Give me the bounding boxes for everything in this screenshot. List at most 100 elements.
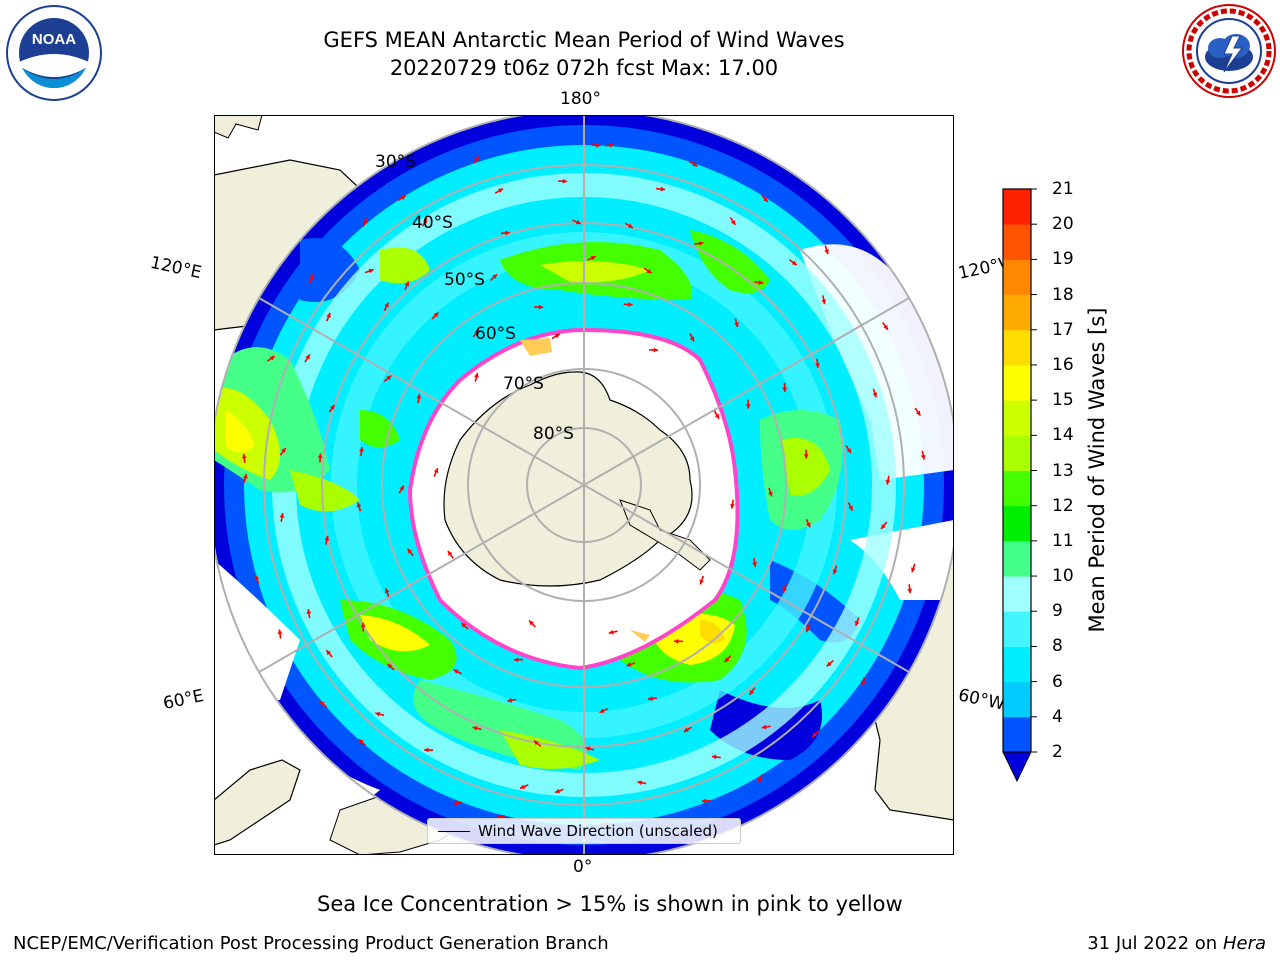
wave-direction-arrow — [533, 739, 542, 748]
wave-direction-arrow — [364, 268, 374, 274]
wave-direction-arrow — [416, 393, 422, 404]
wave-direction-arrow — [826, 659, 835, 667]
noaa-logo-text: NOAA — [32, 31, 76, 48]
colorbar-cell — [1003, 470, 1031, 507]
wave-direction-arrow — [782, 382, 788, 392]
wave-direction-arrow — [832, 565, 838, 575]
wave-direction-arrow — [689, 161, 698, 167]
lon-label-120e: 120°E — [148, 252, 204, 284]
wave-direction-arrow — [591, 142, 601, 148]
wave-direction-arrow — [920, 450, 926, 460]
wave-direction-arrow — [474, 372, 479, 382]
wave-direction-arrow — [713, 410, 720, 420]
wave-direction-arrow — [757, 774, 764, 783]
lon-label-60e: 60°E — [161, 685, 206, 715]
wave-direction-arrow — [815, 358, 820, 368]
colorbar-cell — [1003, 716, 1031, 753]
colorbar-cell — [1003, 364, 1031, 401]
wave-direction-arrow — [811, 730, 820, 738]
wave-direction-arrow — [881, 321, 889, 331]
wave-direction-arrow — [383, 375, 392, 382]
wave-direction-arrow — [914, 407, 922, 416]
wave-direction-arrow — [643, 267, 653, 274]
wave-direction-arrow — [489, 273, 498, 281]
wave-direction-arrow — [872, 388, 878, 398]
colorbar-tick-label: 21 — [1052, 179, 1074, 199]
wave-direction-arrow — [626, 662, 636, 667]
lat-label-60s: 60°S — [475, 324, 516, 344]
wave-direction-arrow — [845, 445, 852, 454]
wave-direction-arrow — [404, 281, 410, 290]
wave-direction-arrow — [761, 724, 771, 730]
noaa-logo: NOAA — [6, 5, 102, 101]
footer-machine: Hera — [1222, 933, 1266, 954]
wave-direction-arrow — [624, 222, 634, 229]
colorbar-tick-label: 20 — [1052, 214, 1074, 235]
colorbar-cell — [1003, 681, 1031, 718]
wave-direction-arrow — [324, 535, 330, 545]
legend-line-swatch — [438, 831, 470, 832]
wave-direction-arrow — [472, 329, 480, 338]
colorbar-tick-label: 9 — [1052, 601, 1063, 622]
colorbar-tick-label: 18 — [1052, 284, 1074, 305]
wave-direction-arrow — [729, 216, 736, 226]
wave-direction-arrow — [752, 557, 758, 567]
lat-label-40s: 40°S — [412, 213, 453, 233]
colorbar-tick-label: 6 — [1052, 671, 1063, 692]
wave-direction-arrow — [730, 499, 735, 509]
wave-direction-arrow — [472, 155, 480, 164]
colorbar-tick-label: 8 — [1052, 636, 1063, 657]
wave-direction-arrow — [885, 475, 891, 485]
wave-direction-arrow — [847, 502, 854, 511]
colorbar-tick-label: 4 — [1052, 706, 1063, 727]
sea-ice-note: Sea Ice Concentration > 15% is shown in … — [317, 892, 903, 916]
wave-direction-arrow — [528, 619, 536, 628]
wave-direction-arrow — [362, 218, 368, 227]
lon-label-0: 0° — [573, 857, 593, 877]
wave-direction-arrow — [558, 178, 568, 184]
chart-subtitle: 20220729 t06z 072h fcst Max: 17.00 — [389, 56, 779, 80]
colorbar-cell — [1003, 329, 1031, 366]
wave-direction-arrow — [386, 663, 395, 671]
wave-direction-arrow — [551, 333, 561, 340]
wave-direction-arrow — [325, 312, 331, 322]
wave-direction-arrow — [694, 241, 704, 246]
colorbar-tick-label: 15 — [1052, 390, 1074, 411]
antarctic-map — [214, 115, 954, 855]
wave-direction-arrow — [513, 657, 523, 663]
wave-direction-arrow — [599, 708, 609, 714]
colorbar-cell — [1003, 576, 1031, 612]
wave-direction-arrow — [647, 696, 658, 701]
wave-direction-arrow — [306, 609, 312, 619]
wave-direction-arrow — [734, 318, 739, 328]
map-legend: Wind Wave Direction (unscaled) — [427, 818, 741, 844]
wave-direction-arrow — [433, 467, 439, 477]
wave-direction-arrow — [554, 788, 564, 794]
wave-direction-arrow — [266, 355, 276, 362]
wave-direction-arrow — [358, 738, 367, 747]
wave-direction-arrow — [701, 798, 711, 804]
wave-direction-arrow — [689, 333, 695, 342]
lon-label-180: 180° — [560, 89, 601, 109]
footer-date: 31 Jul 2022 on Hera — [1087, 933, 1266, 954]
wave-direction-arrow — [768, 487, 773, 497]
wave-direction-arrow — [824, 245, 829, 255]
wave-direction-arrow — [803, 449, 809, 459]
wave-direction-arrow — [304, 354, 311, 363]
wave-direction-arrow — [587, 255, 597, 261]
wave-direction-arrow — [534, 304, 544, 310]
wave-direction-arrow — [907, 584, 913, 594]
footer-date-text: 31 Jul 2022 on — [1087, 933, 1223, 954]
colorbar-tick-label: 19 — [1052, 249, 1074, 270]
wave-direction-arrow — [761, 194, 769, 203]
wave-direction-arrow — [649, 347, 659, 353]
lat-label-80s: 80°S — [533, 424, 574, 444]
wave-direction-arrow — [623, 302, 633, 307]
colorbar-tick-label: 14 — [1052, 425, 1074, 446]
wave-direction-arrow — [572, 219, 582, 225]
wave-direction-arrow — [494, 187, 504, 194]
wave-direction-arrow — [375, 711, 385, 717]
wave-direction-arrow — [359, 446, 364, 457]
wave-direction-arrow — [325, 649, 333, 658]
wave-direction-arrow — [821, 295, 827, 305]
